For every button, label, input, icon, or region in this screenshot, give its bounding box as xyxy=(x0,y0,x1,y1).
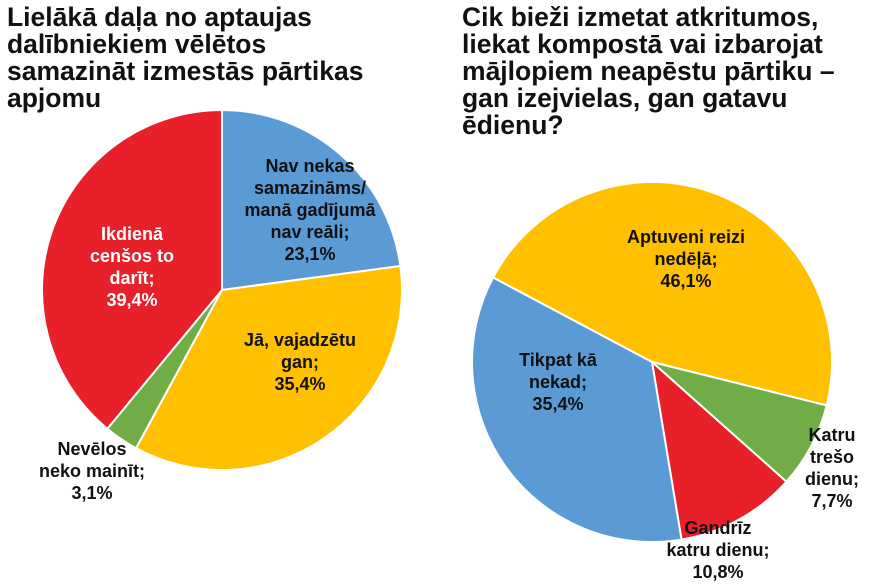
slice-label: Jā, vajadzētu gan; 35,4% xyxy=(244,330,356,394)
slice-label: Gandrīz katru dienu; 10,8% xyxy=(666,518,769,582)
slice-label: Katru trešo dienu; 7,7% xyxy=(805,425,859,511)
pie-slice xyxy=(650,359,788,541)
slice-label: Nav nekas samazināms/manā gadījumā nav reā… xyxy=(244,156,376,264)
pie-slice xyxy=(134,264,403,471)
pie-slice xyxy=(491,181,834,407)
pie-chart-1: Nav nekas samazināms/manā gadījumā nav reā… xyxy=(39,108,403,503)
left-chart-title: Lielākā daļa no aptaujas dalībniekiem vē… xyxy=(7,2,364,113)
slice-label: Nevēlos neko mainīt; 3,1% xyxy=(39,439,145,503)
right-chart-title: Cik bieži izmetat atkritumos, liekat kom… xyxy=(462,2,835,140)
slice-label: Aptuveni reizi nedēļā; 46,1% xyxy=(627,227,745,291)
slice-label: Ikdienā cenšos to darīt; 39,4% xyxy=(90,224,174,310)
pie-chart-2: Aptuveni reizi nedēļā; 46,1% Katru trešo dien… xyxy=(471,181,859,582)
slice-label: Tikpat kā nekad; 35,4% xyxy=(519,350,598,414)
pie-slice xyxy=(471,276,683,543)
pie-slice xyxy=(41,108,223,431)
pie-slice xyxy=(221,108,402,292)
